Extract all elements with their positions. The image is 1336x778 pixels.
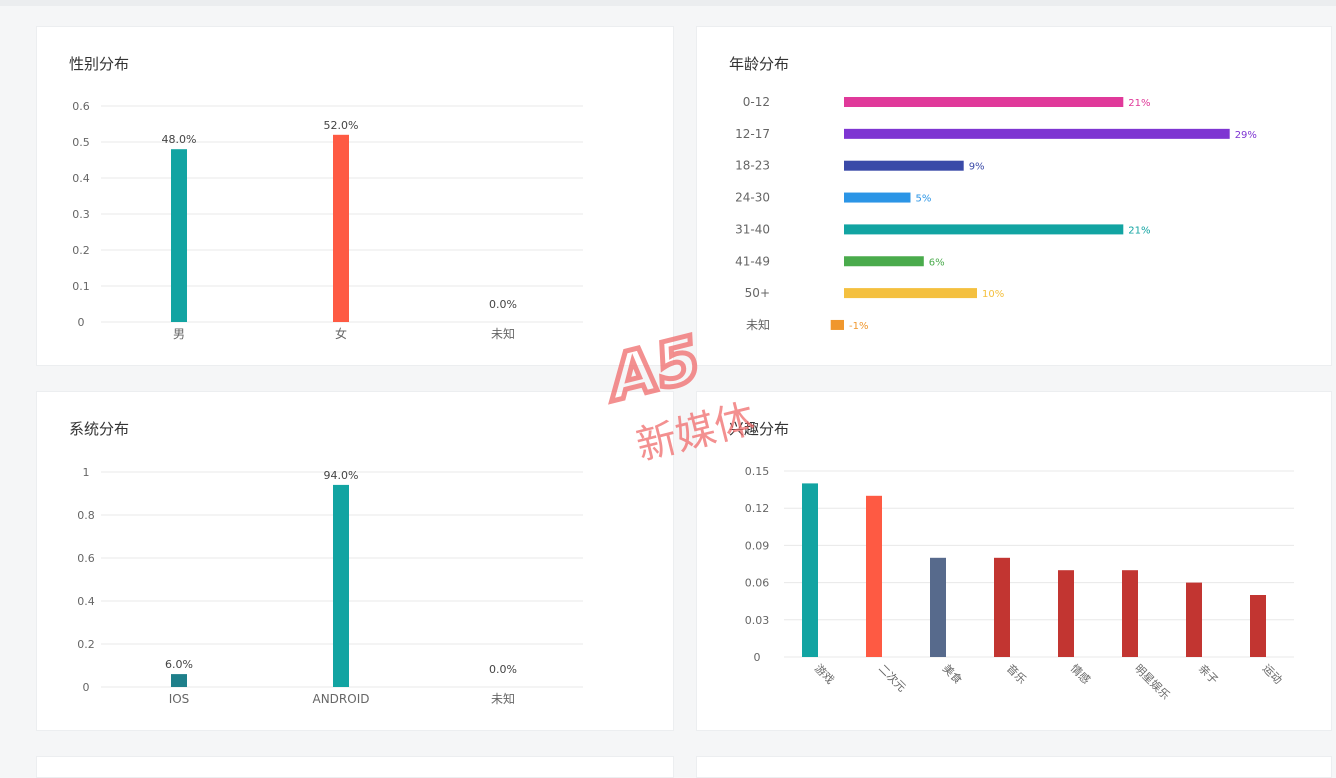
y-tick-label: 0.8: [77, 509, 95, 522]
interest-chart-title: 兴趣分布: [729, 420, 790, 438]
age-chart-title: 年龄分布: [729, 55, 790, 73]
x-tick-label: 音乐: [1004, 661, 1029, 686]
y-category-label: 18-23: [735, 159, 770, 173]
bar: [844, 160, 964, 171]
bar: [844, 288, 977, 299]
system-chart-title: 系统分布: [69, 420, 130, 438]
age-bar-chart: 0-12 21% 12-17 29% 18-23 9% 24-30 5% 31-40 21% 41-…: [735, 95, 1257, 332]
bar: [844, 224, 1124, 235]
y-tick-label: 0.6: [72, 100, 90, 113]
bar: [844, 97, 1124, 107]
x-tick-label: 运动: [1260, 662, 1285, 687]
bar: [1250, 595, 1266, 657]
y-tick-label: 1: [83, 466, 90, 479]
y-tick-label: 0.1: [72, 280, 90, 293]
data-label: 0.0%: [489, 663, 517, 676]
y-category-label: 41-49: [735, 254, 770, 268]
data-label: 9%: [969, 162, 985, 173]
bar: [1186, 582, 1202, 657]
y-tick-label: 0.6: [77, 552, 95, 565]
x-tick-label: 美食: [940, 661, 965, 686]
y-category-label: 未知: [746, 318, 770, 332]
age-card: 年龄分布 0-12 21% 12-17 29% 18-23 9% 24-30 5% 31-40 2…: [696, 26, 1332, 366]
y-tick-label: 0.09: [745, 539, 770, 552]
y-category-label: 0-12: [743, 95, 770, 109]
data-label: 21%: [1128, 98, 1150, 109]
interest-bar-chart: 0 0.03 0.06 0.09 0.12 0.15 游戏 二次元 美食 音乐 情感 明星娱乐 亲子 运动: [745, 465, 1294, 702]
bottom-left-card: [36, 756, 674, 778]
gender-card: 性别分布 0 0.1 0.2 0.3 0.4 0.5 0.6 48.0% 男 52.0% 女 0.0%…: [36, 26, 674, 366]
y-tick-label: 0.12: [745, 502, 770, 515]
bar: [333, 484, 349, 687]
x-tick-label: 女: [335, 326, 347, 341]
data-label: -1%: [849, 321, 868, 332]
x-tick-label: 未知: [491, 692, 515, 706]
y-tick-label: 0: [78, 316, 85, 329]
y-tick-label: 0.2: [72, 244, 90, 257]
bar: [1058, 570, 1074, 657]
bar: [994, 557, 1010, 657]
bar: [171, 149, 187, 322]
x-tick-label: 亲子: [1196, 661, 1221, 686]
x-tick-label: IOS: [169, 692, 190, 706]
data-label: 10%: [982, 289, 1004, 300]
bottom-right-card: [696, 756, 1332, 778]
bar: [802, 483, 818, 657]
data-label: 0.0%: [489, 298, 517, 311]
y-tick-label: 0.2: [77, 638, 95, 651]
data-label: 6.0%: [165, 658, 193, 671]
y-category-label: 31-40: [735, 222, 770, 236]
x-tick-label: 明星娱乐: [1132, 661, 1173, 702]
bar: [333, 134, 349, 322]
y-tick-label: 0: [754, 651, 761, 664]
y-tick-label: 0.4: [77, 595, 95, 608]
data-label: 6%: [929, 257, 945, 268]
y-category-label: 50+: [745, 286, 770, 300]
gender-bar-chart: 0 0.1 0.2 0.3 0.4 0.5 0.6 48.0% 男 52.0% 女 0.0% 未知: [72, 100, 583, 341]
y-tick-label: 0.15: [745, 465, 770, 478]
y-tick-label: 0.5: [72, 136, 90, 149]
y-tick-label: 0: [83, 681, 90, 694]
interest-card: 兴趣分布 0 0.03 0.06 0.09 0.12 0.15 游戏 二次元 美食 音乐 情感 明星娱…: [696, 391, 1332, 731]
bar: [171, 674, 187, 687]
x-tick-label: 游戏: [812, 662, 837, 687]
data-label: 29%: [1235, 130, 1257, 141]
system-bar-chart: 0 0.2 0.4 0.6 0.8 1 6.0% IOS 94.0% ANDROID 0.0% 未知: [77, 466, 583, 706]
x-tick-label: ANDROID: [313, 692, 370, 706]
data-label: 5%: [916, 194, 932, 205]
y-tick-label: 0.06: [745, 577, 770, 590]
bar: [844, 128, 1230, 139]
system-card: 系统分布 0 0.2 0.4 0.6 0.8 1 6.0% IOS 94.0% ANDROID 0.…: [36, 391, 674, 731]
y-tick-label: 0.3: [72, 208, 90, 221]
data-label: 52.0%: [324, 119, 359, 132]
x-tick-label: 二次元: [876, 661, 909, 694]
x-tick-label: 未知: [491, 327, 515, 341]
data-label: 94.0%: [324, 469, 359, 482]
bar: [830, 319, 844, 330]
bar: [866, 495, 882, 657]
y-tick-label: 0.4: [72, 172, 90, 185]
y-category-label: 24-30: [735, 191, 770, 205]
gender-chart-title: 性别分布: [69, 55, 130, 73]
bar: [844, 192, 911, 203]
top-bar: [0, 0, 1336, 6]
bar: [1122, 570, 1138, 657]
y-tick-label: 0.03: [745, 614, 770, 627]
data-label: 48.0%: [162, 133, 197, 146]
x-tick-label: 情感: [1068, 662, 1093, 687]
bar: [844, 256, 924, 267]
bar: [930, 557, 946, 657]
y-category-label: 12-17: [735, 127, 770, 141]
data-label: 21%: [1128, 225, 1150, 236]
x-tick-label: 男: [173, 327, 185, 341]
